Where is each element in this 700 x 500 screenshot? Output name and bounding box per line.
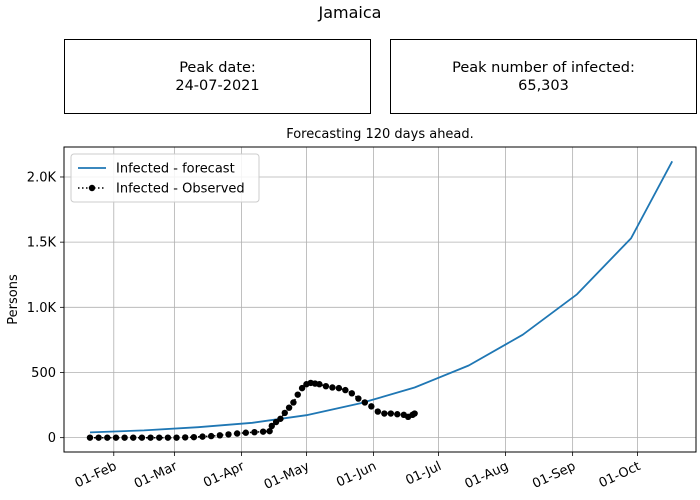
observed-point	[298, 384, 306, 392]
observed-point	[233, 430, 241, 437]
observed-point	[266, 427, 273, 435]
observed-point	[322, 382, 330, 390]
peak-infected-box: Peak number of infected: 65,303	[390, 39, 697, 114]
series-layer	[86, 160, 673, 441]
observed-point	[251, 428, 258, 436]
observed-point	[294, 391, 301, 398]
observed-point	[182, 434, 189, 441]
observed-point	[277, 415, 284, 422]
observed-point	[348, 390, 356, 397]
legend-box	[70, 153, 260, 203]
observed-point	[173, 434, 180, 441]
observed-point	[190, 433, 198, 441]
observed-point	[285, 404, 293, 411]
observed-point	[112, 434, 120, 441]
observed-point	[329, 384, 336, 391]
y-tick-label: 1.5K	[27, 236, 57, 251]
x-tick-label: 01-Oct	[597, 459, 643, 491]
x-tick-label: 01-Aug	[463, 459, 511, 492]
legend-label: Infected - forecast	[116, 162, 235, 177]
observed-point	[411, 410, 418, 417]
y-axis-label: Persons	[6, 274, 21, 325]
observed-point	[281, 409, 288, 417]
observed-point	[361, 399, 369, 406]
observed-point	[335, 384, 343, 392]
y-tick-label: 2.0K	[27, 170, 57, 185]
legend: Infected - forecast Infected - Observed	[70, 153, 260, 203]
peak-date-value: 24-07-2021	[175, 77, 260, 94]
peak-infected-label: Peak number of infected:	[452, 59, 635, 76]
observed-point	[268, 422, 275, 430]
legend-label: Infected - Observed	[116, 182, 245, 197]
observed-point	[130, 434, 137, 441]
observed-point	[316, 381, 323, 388]
observed-point	[138, 434, 146, 441]
peak-date-box: Peak date: 24-07-2021	[64, 39, 371, 114]
observed-point	[225, 431, 232, 438]
observed-point	[199, 433, 206, 440]
x-tick-label: 01-May	[262, 459, 312, 493]
x-tick-label: 01-Apr	[201, 459, 247, 491]
y-tick-label: 500	[31, 366, 56, 381]
y-tick-label: 0	[48, 431, 56, 446]
x-tick-label: 01-Sep	[530, 459, 578, 492]
observed-point	[207, 432, 215, 440]
plot-frame	[63, 146, 697, 453]
observed-point	[156, 434, 163, 441]
x-tick-label: 01-Mar	[132, 459, 180, 492]
observed-point	[259, 428, 267, 435]
x-tick-label: 01-Jun	[334, 459, 379, 490]
peak-date-label: Peak date:	[179, 59, 256, 76]
observed-point	[86, 434, 94, 441]
observed-point	[95, 434, 102, 441]
observed-point	[164, 434, 172, 441]
x-tick-label: 01-Feb	[73, 459, 119, 491]
observed-point	[355, 395, 362, 402]
observed-point	[381, 410, 388, 417]
chart-title: Jamaica	[318, 3, 382, 22]
legend-observed-marker	[88, 184, 96, 192]
observed-point	[374, 408, 382, 415]
observed-point	[216, 432, 224, 439]
observed-point	[394, 411, 401, 418]
chart-subtitle: Forecasting 120 days ahead.	[286, 127, 474, 142]
observed-point	[342, 386, 349, 394]
observed-point	[368, 403, 375, 410]
observed-point	[290, 399, 297, 406]
x-axis: 01-Feb 01-Mar 01-Apr 01-May 01-Jun 01-Jul 01-A…	[73, 452, 643, 493]
y-tick-label: 1.0K	[27, 301, 57, 316]
observed-point	[147, 434, 154, 441]
peak-infected-value: 65,303	[518, 77, 569, 94]
observed-point	[387, 410, 395, 417]
observed-line	[90, 382, 416, 439]
y-axis: 0 500 1.0K 1.5K 2.0K	[27, 170, 64, 446]
observed-point	[104, 434, 111, 441]
x-tick-label: 01-Jul	[403, 459, 443, 489]
observed-point	[242, 429, 250, 436]
forecast-line	[89, 160, 673, 434]
observed-point	[121, 434, 128, 441]
